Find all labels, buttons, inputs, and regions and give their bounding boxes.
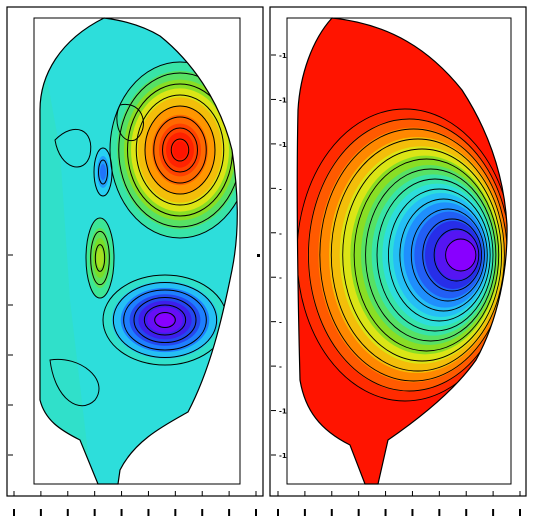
- core-line-6: [365, 168, 497, 342]
- positive-lobe-line-1: [118, 72, 238, 228]
- left-x-tick-mark-6: [174, 509, 177, 516]
- positive-lobe-line-0: [109, 61, 238, 239]
- left-x-tick-mark-2: [66, 509, 69, 516]
- right-y-tick-label-3: -: [279, 185, 282, 193]
- positive-lobe-line-6: [162, 127, 198, 173]
- right-y-tick-label-9: -1: [279, 452, 287, 460]
- weak-lobe-line-0: [85, 217, 115, 299]
- core-line-13: [445, 238, 477, 272]
- left-x-tick-mark-1: [39, 509, 42, 516]
- right-y-tick-label-4: -: [279, 230, 282, 238]
- left-filled-contours: [40, 18, 238, 484]
- right-y-tick-label-2: -1: [279, 141, 287, 149]
- positive-lobe-line-7: [170, 138, 190, 162]
- negative-lobe-line-1: [112, 282, 218, 358]
- right-y-tick-label-0: -1: [279, 52, 287, 60]
- right-y-tick-label-6: -: [279, 319, 282, 327]
- positive-lobe-line-5: [153, 116, 207, 184]
- core-line-4: [342, 148, 503, 362]
- left-x-tick-mark-7: [201, 509, 204, 516]
- positive-lobe-line-3: [135, 94, 225, 206]
- core-line-1: [307, 118, 508, 392]
- right-contour-panel: -1 -1 -1 - - - - - -1 -1: [269, 6, 527, 516]
- right-y-tick-label-1: -1: [279, 96, 287, 104]
- right-x-tick-mark-4: [384, 509, 387, 516]
- left-x-tick-mark-0: [13, 509, 15, 516]
- core-line-5: [353, 158, 500, 352]
- core-line-7: [376, 178, 494, 332]
- weak-lobe-line-2: [94, 244, 106, 272]
- negative-lobe-band-6: [156, 313, 174, 327]
- right-x-tick-mark-6: [438, 509, 441, 516]
- negative-lobe-line-4: [143, 304, 187, 336]
- right-y-tick-label-5: -: [279, 274, 282, 282]
- left-x-tick-mark-9: [255, 509, 257, 516]
- negative-lobe-line-5: [154, 312, 176, 328]
- core-line-9: [399, 198, 488, 312]
- right-x-tick-mark-9: [519, 509, 521, 516]
- right-x-tick-mark-0: [277, 509, 279, 516]
- weak-negative-line-0: [93, 147, 113, 197]
- right-plasma-boundary: [296, 17, 508, 485]
- left-inner-frame: [33, 17, 241, 485]
- core-line-2: [319, 128, 508, 382]
- weak-negative-line-1: [98, 159, 108, 185]
- negative-lobe-line-2: [123, 289, 207, 351]
- centre-marker: [257, 254, 260, 257]
- negative-lobe-line-3: [133, 297, 197, 343]
- right-y-tick-label-8: -1: [279, 408, 287, 416]
- weak-negative-band-2: [100, 164, 106, 180]
- right-x-tick-mark-2: [330, 509, 333, 516]
- left-extra-contour-2: [116, 104, 144, 142]
- core-line-3: [330, 138, 505, 372]
- left-extra-contour-1: [49, 358, 100, 407]
- left-axis-ticks: [8, 254, 260, 516]
- left-x-tick-mark-8: [228, 509, 231, 516]
- right-x-tick-mark-3: [357, 509, 360, 516]
- right-x-tick-mark-8: [492, 509, 495, 516]
- weak-lobe-line-1: [90, 230, 110, 286]
- right-contour-lines: [297, 108, 508, 402]
- weak-lobe-band-3: [96, 248, 104, 268]
- core-line-11: [422, 218, 483, 292]
- right-x-tick-mark-7: [465, 509, 468, 516]
- left-contour-panel: [6, 6, 264, 516]
- left-x-tick-mark-4: [120, 509, 123, 516]
- core-band-14: [446, 239, 476, 271]
- right-x-tick-mark-1: [303, 509, 306, 516]
- left-x-tick-mark-3: [93, 509, 96, 516]
- core-line-8: [387, 188, 491, 322]
- positive-lobe-line-4: [144, 105, 216, 195]
- right-y-tick-label-7: -: [279, 363, 282, 371]
- left-plasma-boundary: [39, 17, 238, 485]
- right-axis-ticks: -1 -1 -1 - - - - - -1 -1: [271, 52, 521, 516]
- core-line-0: [297, 108, 508, 402]
- left-extra-contour-0: [54, 128, 92, 168]
- right-x-tick-mark-5: [411, 509, 414, 516]
- left-x-tick-mark-5: [147, 509, 150, 516]
- right-inner-frame: [286, 17, 512, 485]
- core-line-10: [410, 208, 485, 302]
- core-line-12: [433, 228, 480, 282]
- positive-lobe-band-9: [173, 141, 187, 159]
